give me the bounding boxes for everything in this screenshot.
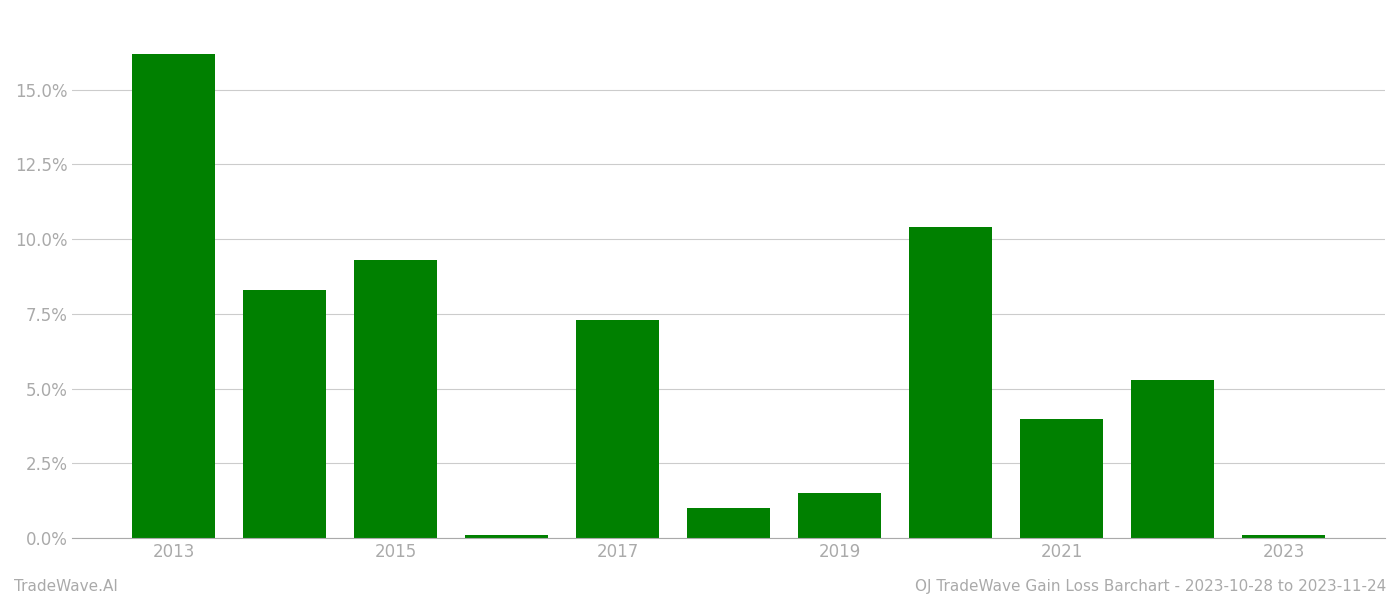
Bar bbox=[1242, 535, 1326, 538]
Bar bbox=[1021, 419, 1103, 538]
Text: TradeWave.AI: TradeWave.AI bbox=[14, 579, 118, 594]
Bar bbox=[465, 535, 549, 538]
Bar bbox=[798, 493, 882, 538]
Text: OJ TradeWave Gain Loss Barchart - 2023-10-28 to 2023-11-24: OJ TradeWave Gain Loss Barchart - 2023-1… bbox=[914, 579, 1386, 594]
Bar bbox=[577, 320, 659, 538]
Bar bbox=[354, 260, 437, 538]
Bar bbox=[244, 290, 326, 538]
Bar bbox=[1131, 380, 1214, 538]
Bar bbox=[132, 54, 216, 538]
Bar bbox=[687, 508, 770, 538]
Bar bbox=[909, 227, 993, 538]
